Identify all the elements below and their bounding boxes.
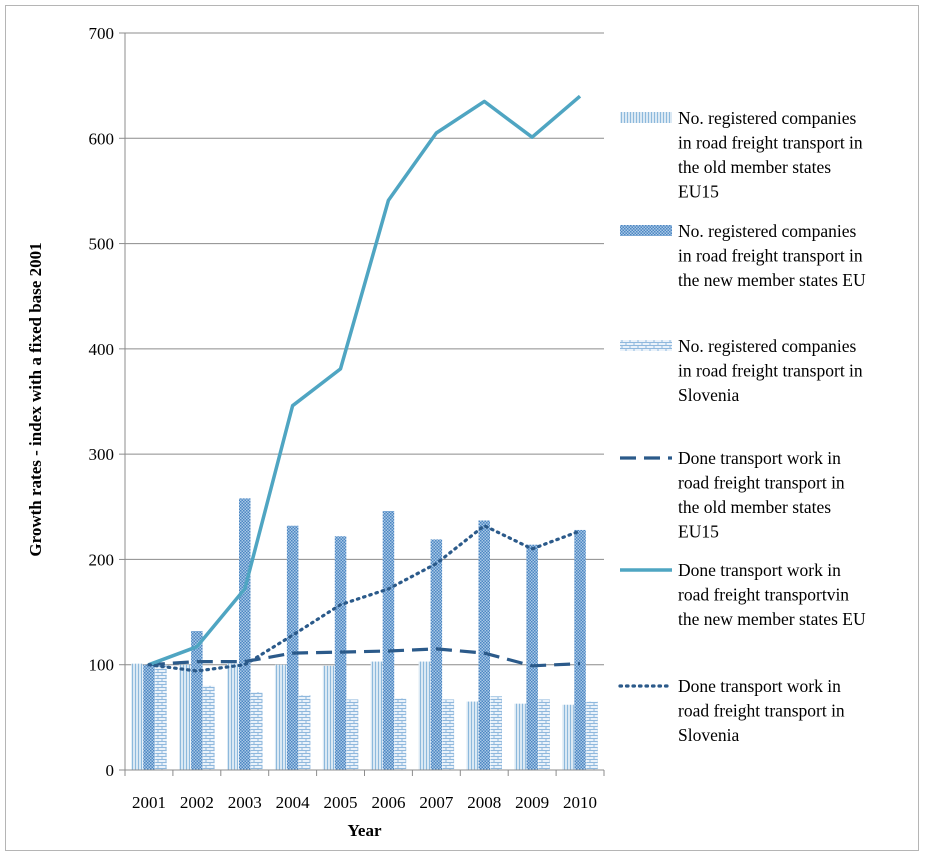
y-tick-label: 600 bbox=[89, 129, 115, 148]
bar-dense-dots bbox=[143, 664, 155, 770]
bar-dense-dots bbox=[478, 520, 490, 770]
bar-brick bbox=[203, 685, 215, 770]
bar-brick bbox=[442, 699, 455, 770]
bar-brick bbox=[490, 696, 502, 770]
legend-label: Slovenia bbox=[678, 725, 739, 745]
line-series-solid bbox=[148, 94, 582, 667]
y-tick-label: 700 bbox=[89, 24, 115, 43]
legend-label: No. registered companies bbox=[678, 336, 857, 356]
legend-label: EU15 bbox=[678, 522, 719, 542]
bar-brick bbox=[251, 692, 263, 770]
legend-label: Done transport work in bbox=[678, 448, 841, 468]
legend-swatch-light-vertical bbox=[620, 112, 672, 123]
bar-brick bbox=[394, 698, 407, 770]
line-series-dashed bbox=[148, 647, 581, 668]
chart-frame bbox=[5, 5, 919, 851]
legend-swatch-brick bbox=[620, 340, 672, 351]
axes-layer: 0 100 200 300 400 500 600 700 2001 2002 2003 2004 20… bbox=[26, 24, 605, 840]
bar-dense-dots bbox=[574, 529, 586, 770]
x-tick-label: 2009 bbox=[515, 793, 549, 812]
bar-dense-dots bbox=[430, 539, 443, 770]
legend-label: the old member states bbox=[678, 497, 831, 517]
legend-label: road freight transport in bbox=[678, 701, 845, 721]
line-series-dotted bbox=[147, 524, 582, 673]
legend-label: No. registered companies bbox=[678, 221, 857, 241]
y-axis-title: Growth rates - index with a fixed base 2… bbox=[26, 242, 45, 556]
legend-label: in road freight transport in bbox=[678, 246, 863, 266]
bar-dense-dots bbox=[526, 544, 538, 770]
bar-dense-dots bbox=[382, 510, 395, 770]
y-tick-label: 300 bbox=[89, 445, 115, 464]
grid-lines bbox=[125, 32, 604, 666]
y-tick-label: 400 bbox=[89, 340, 115, 359]
legend-label: EU15 bbox=[678, 182, 719, 202]
bar-light-vertical bbox=[370, 661, 383, 770]
legend-swatch-dense-dots bbox=[620, 225, 672, 236]
legend-label: in road freight transport in bbox=[678, 361, 863, 381]
y-tick-label: 500 bbox=[89, 235, 115, 254]
bars-layer bbox=[131, 498, 598, 770]
bar-brick bbox=[346, 699, 359, 770]
legend-label: the new member states EU bbox=[678, 609, 866, 629]
bar-light-vertical bbox=[466, 701, 478, 770]
legend-label: the old member states bbox=[678, 157, 831, 177]
bar-dense-dots bbox=[239, 498, 251, 770]
y-tick-label: 200 bbox=[89, 550, 115, 569]
bar-light-vertical bbox=[562, 704, 574, 770]
legend-label: Done transport work in bbox=[678, 560, 841, 580]
bar-dense-dots bbox=[191, 631, 203, 770]
x-tick-label: 2010 bbox=[563, 793, 597, 812]
bar-light-vertical bbox=[227, 663, 239, 770]
bar-light-vertical bbox=[131, 663, 143, 770]
x-tick-label: 2002 bbox=[180, 793, 214, 812]
y-tick-label: 100 bbox=[89, 656, 115, 675]
bar-light-vertical bbox=[274, 664, 287, 770]
bar-dense-dots bbox=[286, 525, 299, 770]
legend-label: in road freight transport in bbox=[678, 133, 863, 153]
legend-label: road freight transport in bbox=[678, 473, 845, 493]
bar-brick bbox=[586, 701, 598, 770]
bar-light-vertical bbox=[179, 664, 191, 770]
x-tick-label: 2007 bbox=[419, 793, 454, 812]
legend-label: No. registered companies bbox=[678, 108, 857, 128]
x-tick-label: 2001 bbox=[132, 793, 166, 812]
bar-light-vertical bbox=[514, 703, 526, 770]
bar-light-vertical bbox=[322, 665, 335, 770]
x-tick-label: 2003 bbox=[228, 793, 262, 812]
x-tick-label: 2008 bbox=[467, 793, 501, 812]
legend-label: the new member states EU bbox=[678, 270, 866, 290]
x-tick-label: 2004 bbox=[276, 793, 311, 812]
legend: No. registered companies in road freight … bbox=[618, 108, 866, 745]
legend-label: Slovenia bbox=[678, 385, 739, 405]
x-tick-label: 2006 bbox=[371, 793, 405, 812]
bar-brick bbox=[538, 699, 550, 770]
legend-label: Done transport work in bbox=[678, 676, 841, 696]
lines-layer bbox=[147, 94, 582, 673]
x-axis-title: Year bbox=[348, 821, 382, 840]
bar-brick bbox=[298, 695, 311, 770]
bar-brick bbox=[155, 664, 167, 770]
x-tick-label: 2005 bbox=[324, 793, 358, 812]
y-tick-label: 0 bbox=[106, 761, 115, 780]
legend-label: road freight transportvin bbox=[678, 585, 849, 605]
bar-light-vertical bbox=[418, 661, 431, 770]
